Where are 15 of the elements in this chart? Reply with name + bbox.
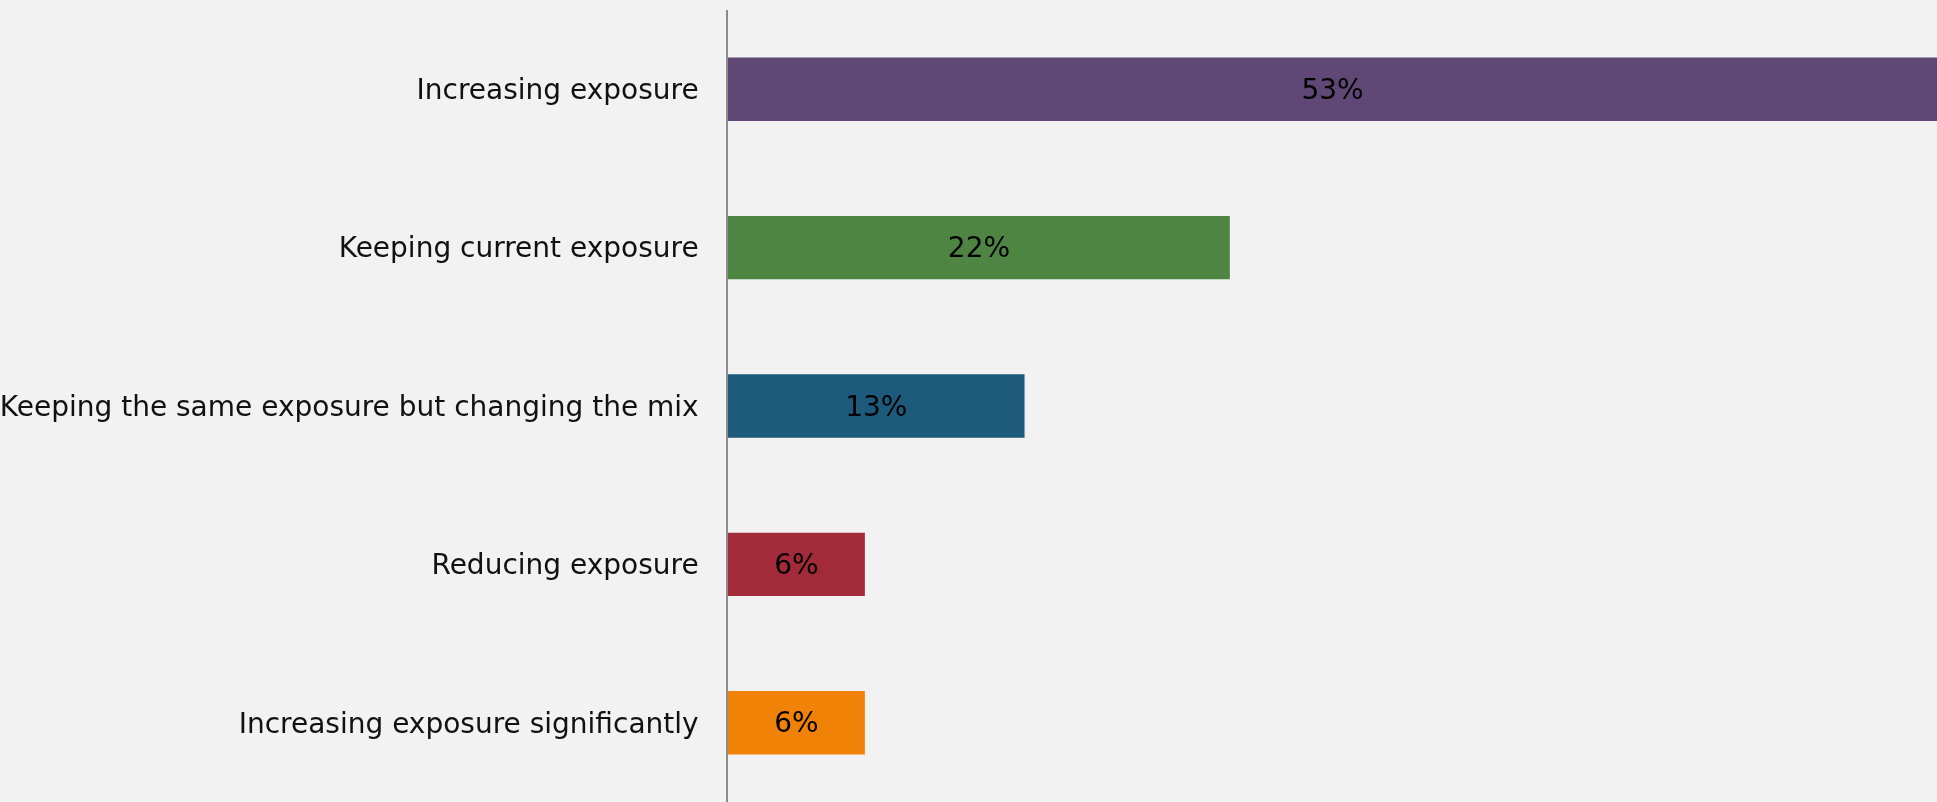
data-label: 22% bbox=[947, 231, 1011, 265]
y-tick-label: Increasing exposure significantly bbox=[238, 706, 699, 740]
bar bbox=[728, 215, 1230, 280]
y-tick-label: Reducing exposure bbox=[431, 548, 699, 582]
bar bbox=[728, 57, 1937, 121]
y-tick-label: Increasing exposure bbox=[416, 73, 699, 106]
data-label: 6% bbox=[774, 706, 819, 740]
data-label: 6% bbox=[774, 547, 819, 581]
data-label: 53% bbox=[1301, 72, 1364, 106]
y-tick-label: Keeping current exposure bbox=[338, 231, 699, 265]
data-label: 13% bbox=[845, 389, 908, 423]
bar bbox=[728, 532, 865, 597]
bar bbox=[728, 374, 1025, 438]
y-tick-label: Keeping the same exposure but changing the mix bbox=[0, 389, 699, 423]
bar bbox=[728, 691, 865, 755]
